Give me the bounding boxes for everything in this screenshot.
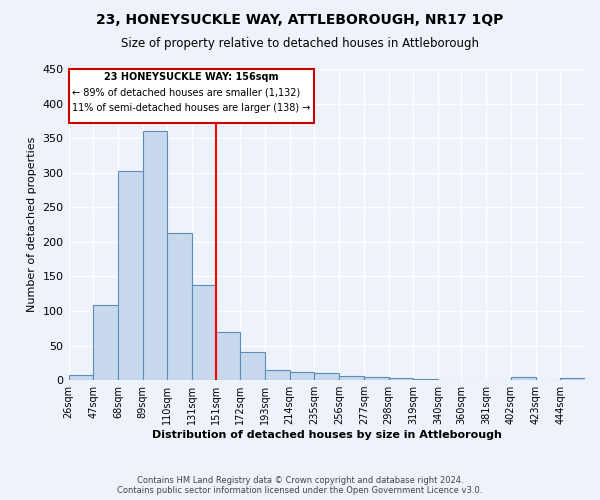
Text: 23 HONEYSUCKLE WAY: 156sqm: 23 HONEYSUCKLE WAY: 156sqm — [104, 72, 279, 83]
Bar — [93, 306, 118, 380]
Bar — [215, 332, 241, 380]
Bar — [167, 233, 192, 380]
Y-axis label: Number of detached properties: Number of detached properties — [27, 137, 37, 312]
Bar — [192, 284, 215, 380]
Bar — [389, 378, 413, 380]
Bar — [413, 378, 438, 380]
Bar — [241, 352, 265, 380]
Bar — [143, 131, 167, 380]
Bar — [290, 372, 314, 380]
Bar — [364, 376, 389, 380]
Text: Contains HM Land Registry data © Crown copyright and database right 2024.
Contai: Contains HM Land Registry data © Crown c… — [118, 476, 482, 495]
Text: Size of property relative to detached houses in Attleborough: Size of property relative to detached ho… — [121, 38, 479, 51]
Text: ← 89% of detached houses are smaller (1,132): ← 89% of detached houses are smaller (1,… — [72, 88, 301, 98]
Bar — [511, 378, 536, 380]
Bar — [339, 376, 364, 380]
Bar — [68, 374, 93, 380]
FancyBboxPatch shape — [68, 69, 314, 123]
Bar — [265, 370, 290, 380]
Text: 11% of semi-detached houses are larger (138) →: 11% of semi-detached houses are larger (… — [72, 102, 310, 113]
Bar — [314, 373, 339, 380]
Bar — [118, 170, 143, 380]
Bar — [560, 378, 585, 380]
Text: 23, HONEYSUCKLE WAY, ATTLEBOROUGH, NR17 1QP: 23, HONEYSUCKLE WAY, ATTLEBOROUGH, NR17 … — [97, 12, 503, 26]
X-axis label: Distribution of detached houses by size in Attleborough: Distribution of detached houses by size … — [152, 430, 502, 440]
